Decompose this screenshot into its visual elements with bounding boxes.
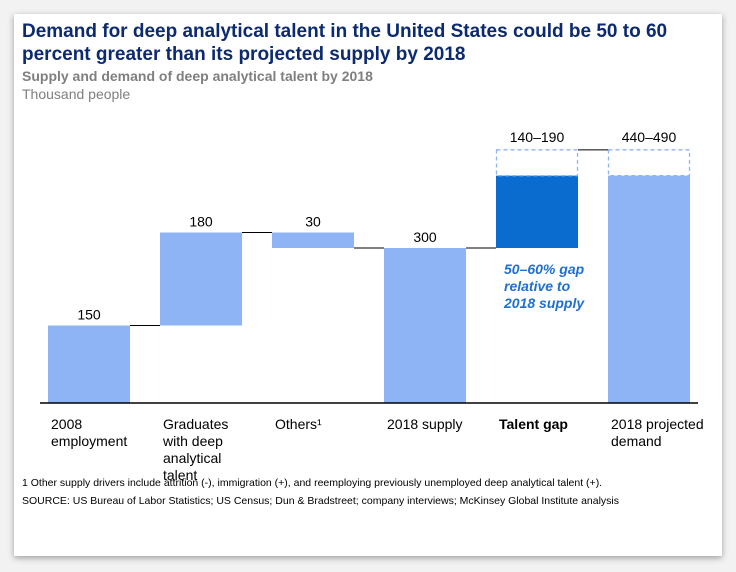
category-label-6: 2018 projected demand — [611, 416, 704, 449]
source-text: SOURCE: US Bureau of Labor Statistics; U… — [22, 492, 712, 510]
bar-label-4: 300 — [413, 229, 437, 245]
category-label-1: 2008 employment — [51, 416, 127, 449]
bar-1 — [48, 326, 130, 404]
category-label-3: Others¹ — [275, 416, 322, 432]
bar-5 — [496, 176, 578, 248]
bar-label-1: 150 — [77, 307, 101, 323]
bar-label-5: 140–190 — [510, 129, 565, 145]
bar-5-range-box — [497, 150, 578, 176]
bar-label-6: 440–490 — [622, 129, 677, 145]
bar-2 — [160, 233, 242, 326]
category-label-5: Talent gap — [499, 416, 568, 432]
bar-6-range-box — [609, 150, 690, 176]
category-label-2: Graduates with deep analytical talent — [162, 416, 228, 483]
bar-6 — [608, 176, 690, 403]
category-label-4: 2018 supply — [387, 416, 463, 432]
footnote-text: 1 Other supply drivers include attrition… — [22, 474, 712, 492]
footnote-block: 1 Other supply drivers include attrition… — [22, 474, 712, 510]
gap-annotation: 50–60% gap relative to 2018 supply — [503, 261, 585, 311]
bar-4 — [384, 248, 466, 403]
bar-label-3: 30 — [305, 214, 321, 230]
bar-label-2: 180 — [189, 214, 213, 230]
bar-3 — [272, 233, 354, 249]
